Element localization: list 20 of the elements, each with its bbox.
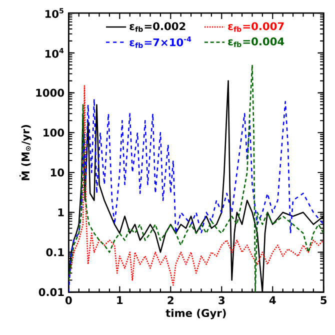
x-tick-label: 0 [65, 296, 72, 304]
y-tick-label: 100 [44, 128, 64, 137]
x-tick-label: 3 [218, 296, 224, 304]
y-tick-label: 10$^{4}$ [45, 48, 64, 58]
legend-label: ε$_{fb}$=0.002 [130, 22, 186, 32]
x-tick-label: 4 [269, 296, 276, 304]
y-tick-label: 0.01 [38, 288, 64, 296]
x-tick-label: 1 [117, 296, 123, 304]
y-tick-label: 1000 [36, 88, 64, 97]
y-tick-label: 0.1 [46, 248, 64, 256]
y-tick-label: 1 [58, 208, 64, 216]
legend-label: ε$_{fb}$=0.007 [228, 22, 284, 32]
y-axis-title: Ṁ (M$_{⊙}$/yr) [20, 125, 32, 180]
x-tick-label: 2 [168, 296, 174, 304]
legend-label: ε$_{fb}$=7×10$^{-4}$ [130, 36, 192, 48]
x-tick-label: 5 [320, 296, 327, 304]
legend-label: ε$_{fb}$=0.004 [228, 37, 284, 48]
y-tick-label: 10 [50, 168, 64, 177]
x-axis-title: time (Gyr) [166, 308, 226, 320]
y-tick-label: 10$^{5}$ [45, 8, 64, 18]
